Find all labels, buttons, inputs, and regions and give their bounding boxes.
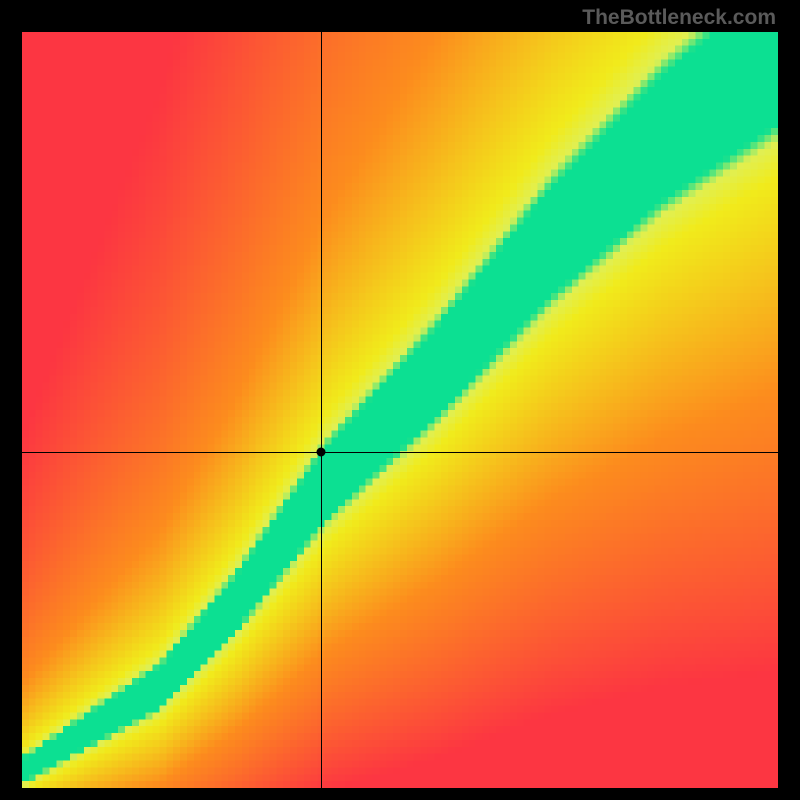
plot-area	[22, 32, 778, 788]
heatmap-canvas	[22, 32, 778, 788]
watermark-text: TheBottleneck.com	[582, 6, 776, 30]
crosshair-marker-dot	[316, 447, 325, 456]
crosshair-horizontal-line	[22, 452, 778, 453]
crosshair-vertical-line	[321, 32, 322, 788]
